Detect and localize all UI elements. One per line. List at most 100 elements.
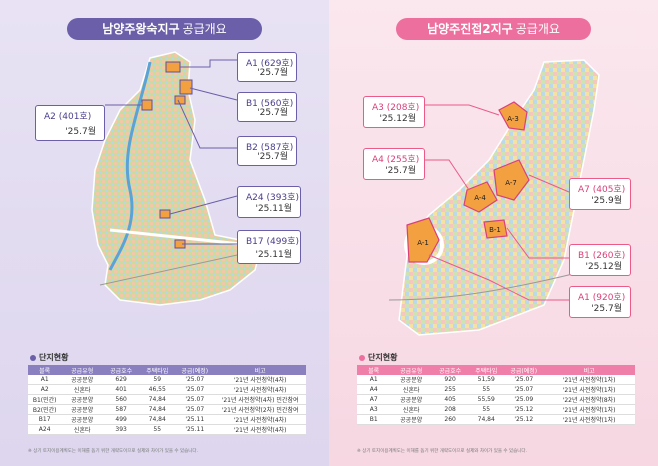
left-status-heading: 단지현황	[30, 352, 68, 363]
table-cell: 신혼타	[390, 384, 433, 395]
callout-b2: B2 (587호) '25.7월	[237, 136, 297, 166]
table-cell: 46,55	[139, 384, 176, 395]
table-row: B17 공공분양 499 74,84'25.11'21년 사전청약(4차)	[28, 414, 306, 425]
map-label-a3: A-3	[507, 115, 519, 123]
table-cell: '25.07	[175, 375, 215, 385]
table-cell: B2(민간)	[28, 404, 62, 415]
table-header-row: 블록 공급유형 공급호수 주택타입 공급(예정) 비고	[357, 365, 635, 375]
table-cell: 공공분양	[61, 394, 104, 405]
table-cell: 공공분양	[390, 375, 433, 385]
table-cell: A7	[357, 394, 391, 405]
table-row: A4 신혼타 255 55'25.07'21년 사전청약(1차)	[357, 384, 635, 395]
table-cell: '21년 사전청약(1차)	[543, 404, 635, 415]
left-title-light: 공급개요	[182, 22, 227, 36]
block-b2-marker	[174, 95, 186, 105]
table-cell: A24	[28, 424, 62, 435]
callout-a7: A7 (405호) '25.9월	[569, 178, 631, 210]
table-header-cell: 공급유형	[390, 365, 433, 375]
wangsuk-district-area	[91, 51, 261, 306]
table-cell: '21년 사전청약(4차)	[214, 375, 306, 385]
table-cell: A1	[357, 375, 391, 385]
table-header-cell: 공급호수	[103, 365, 140, 375]
table-cell: '25.07	[175, 384, 215, 395]
left-footnote: ※ 상기 토지이용계획도는 이해를 돕기 위한 개략도이므로 실제와 차이가 있…	[28, 449, 198, 454]
table-cell: '21년 사전청약(4차)	[214, 384, 306, 395]
map-label-a7: A-7	[505, 179, 517, 187]
table-cell: 55	[468, 384, 505, 395]
left-complex-table: 블록 공급유형 공급호수 주택타입 공급(예정) 비고 A1 공공분양 629 59'25.07…	[28, 365, 306, 435]
table-header-cell: 공급호수	[432, 365, 469, 375]
callout-a1: A1 (920호) '25.7월	[569, 286, 631, 318]
right-panel-jinjeop2: 남양주진접2지구 공급개요 A-3 A-7 A-4 A-1 B-1	[329, 0, 658, 466]
block-a1-shape	[406, 217, 440, 263]
table-cell: '25.07	[504, 375, 544, 385]
table-header-cell: 블록	[28, 365, 62, 375]
table-cell: '25.07	[504, 384, 544, 395]
table-cell: 공공분양	[61, 404, 104, 415]
table-cell: 74,84	[139, 404, 176, 415]
wangsuk-land-use-map	[91, 51, 261, 306]
table-cell: 59	[139, 375, 176, 385]
table-cell: 신혼타	[61, 424, 104, 435]
table-cell: 401	[103, 384, 140, 395]
jinjeop2-district-area	[398, 59, 600, 336]
table-cell: A1	[28, 375, 62, 385]
table-row: A2 신혼타 401 46,55'25.07'21년 사전청약(4차)	[28, 384, 306, 395]
table-header-cell: 비고	[543, 365, 635, 375]
left-title-bold: 남양주왕숙지구	[102, 22, 180, 36]
left-leader-lines	[105, 59, 238, 245]
table-row: B1(민간) 공공분양 560 74,84'25.07'21년 사전청약(4차) 민간…	[28, 394, 306, 405]
right-complex-table: 블록 공급유형 공급호수 주택타입 공급(예정) 비고 A1 공공분양 920 51,59'25…	[357, 365, 635, 425]
main-road	[109, 228, 251, 247]
table-cell: 공공분양	[390, 414, 433, 425]
table-cell: 260	[432, 414, 469, 425]
table-cell: 629	[103, 375, 140, 385]
status-dot-icon	[30, 354, 36, 361]
table-cell: '25.12	[504, 414, 544, 425]
callout-a24: A24 (393호) '25.11월	[237, 186, 301, 218]
table-cell: 공공분양	[390, 394, 433, 405]
right-status-heading: 단지현황	[359, 352, 397, 363]
river-line	[108, 61, 152, 271]
table-row: A1 공공분양 920 51,59'25.07'21년 사전청약(1차)	[357, 375, 635, 385]
block-a4-shape	[463, 181, 498, 213]
left-title: 남양주왕숙지구 공급개요	[67, 18, 262, 40]
table-cell: 499	[103, 414, 140, 425]
block-a7-shape	[493, 159, 530, 201]
callout-a2: A2 (401호) '25.7월	[35, 105, 105, 141]
callout-a4: A4 (255호) '25.7월	[363, 148, 425, 180]
right-footnote: ※ 상기 토지이용계획도는 이해를 돕기 위한 개략도이므로 실제와 차이가 있…	[357, 449, 527, 454]
table-cell: 55	[468, 404, 505, 415]
table-cell: '22년 사전청약(8차)	[543, 394, 635, 405]
table-header-row: 블록 공급유형 공급호수 주택타입 공급(예정) 비고	[28, 365, 306, 375]
right-leader-lines	[425, 104, 570, 301]
block-b1-marker	[179, 79, 193, 95]
table-header-cell: 공급(예정)	[175, 365, 215, 375]
table-cell: 74,84	[139, 414, 176, 425]
highway-line	[388, 269, 590, 301]
callout-b17: B17 (499호) '25.11월	[237, 230, 301, 264]
callout-a3: A3 (208호) '25.12월	[363, 96, 425, 128]
table-cell: '21년 사전청약(1차)	[543, 414, 635, 425]
table-cell: '25.11	[175, 424, 215, 435]
map-label-b1: B-1	[489, 226, 501, 234]
table-cell: 74,84	[139, 394, 176, 405]
table-cell: '21년 사전청약(4차) 민간참여	[214, 394, 306, 405]
callout-b1: B1 (260호) '25.12월	[569, 244, 631, 276]
right-title: 남양주진접2지구 공급개요	[396, 18, 591, 40]
table-header-cell: 공급(예정)	[504, 365, 544, 375]
map-label-a1: A-1	[417, 239, 429, 247]
table-cell: 74,84	[468, 414, 505, 425]
table-header-cell: 블록	[357, 365, 391, 375]
map-label-a4: A-4	[474, 194, 486, 202]
right-title-bold: 남양주진접2지구	[427, 22, 513, 36]
table-row: A3 신혼타 208 55'25.12'21년 사전청약(1차)	[357, 404, 635, 415]
table-cell: '21년 사전청약(4차)	[214, 424, 306, 435]
table-cell: 공공분양	[61, 375, 104, 385]
table-cell: '21년 사전청약(1차)	[543, 375, 635, 385]
table-cell: A3	[357, 404, 391, 415]
table-cell: 55	[139, 424, 176, 435]
table-cell: '25.07	[175, 394, 215, 405]
table-cell: B1(민간)	[28, 394, 62, 405]
block-a1-marker	[165, 61, 181, 73]
